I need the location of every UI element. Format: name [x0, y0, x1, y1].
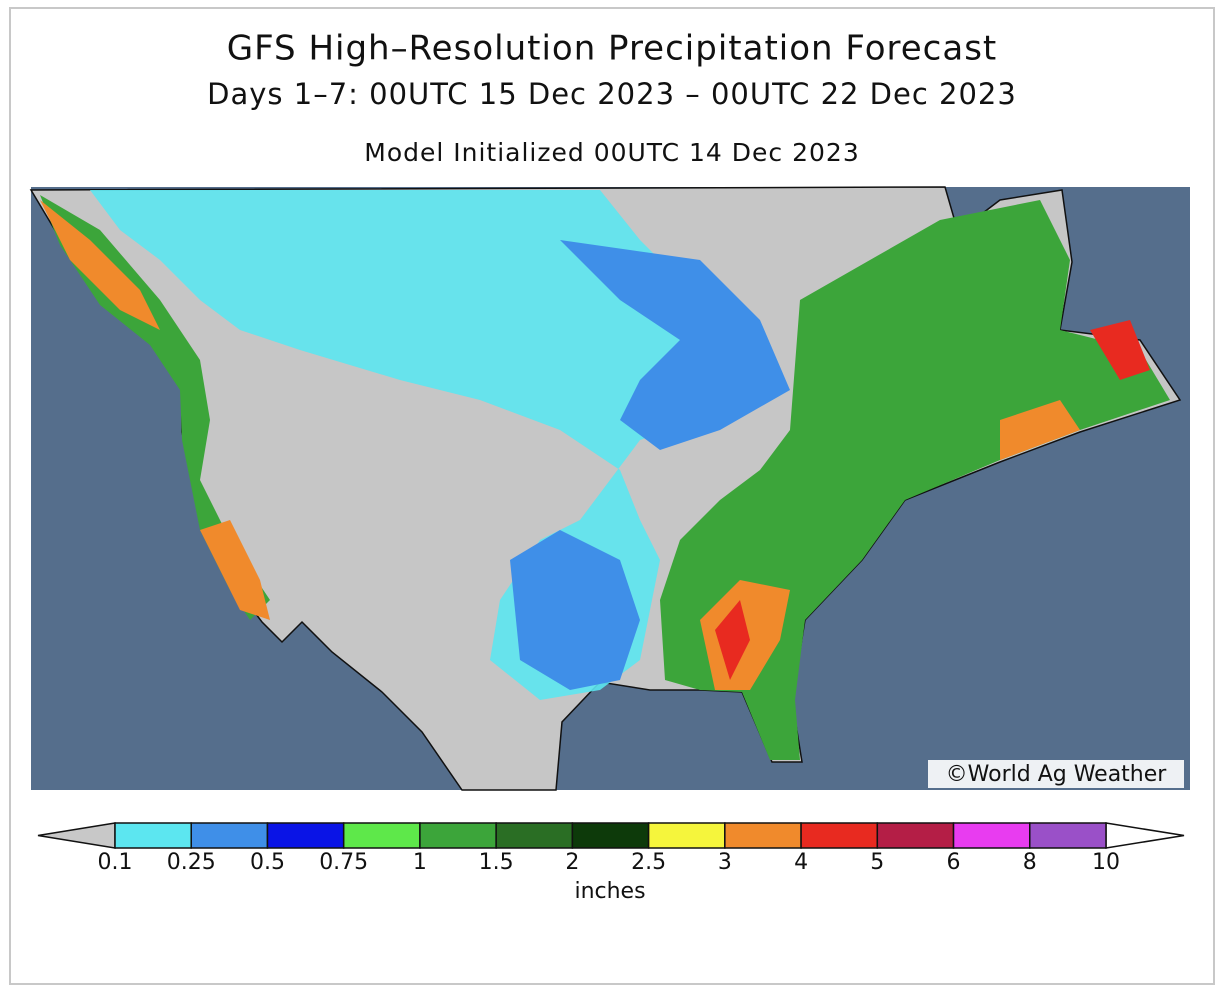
color-box — [114, 822, 192, 849]
level-label: 2 — [565, 850, 579, 875]
color-box — [952, 822, 1031, 849]
level-label: 5 — [870, 850, 884, 875]
color-box — [266, 822, 345, 849]
level-label: 2.5 — [631, 850, 666, 875]
subtitle: Days 1–7: 00UTC 15 Dec 2023 – 00UTC 22 D… — [207, 77, 1017, 111]
color-box — [190, 822, 269, 849]
init-time: Model Initialized 00UTC 14 Dec 2023 — [364, 138, 859, 167]
level-label: 0.1 — [98, 850, 133, 875]
color-box — [571, 822, 650, 849]
level-label: 4 — [794, 850, 808, 875]
title: GFS High–Resolution Precipitation Foreca… — [227, 29, 998, 69]
precip-blue — [510, 240, 790, 690]
map: ©World Ag Weather — [29, 186, 1190, 791]
level-label: 6 — [947, 850, 961, 875]
level-label: 0.25 — [167, 850, 216, 875]
precip-west — [40, 195, 270, 620]
color-box — [495, 822, 574, 849]
color-box — [1029, 822, 1107, 849]
level-label: 1.5 — [479, 850, 514, 875]
level-label: 1 — [413, 850, 427, 875]
color-box — [876, 822, 955, 849]
level-label: 0.75 — [319, 850, 368, 875]
credit: ©World Ag Weather — [946, 762, 1168, 787]
precip-max — [715, 320, 1150, 680]
color-box — [342, 822, 421, 849]
color-box — [724, 822, 802, 849]
color-box — [800, 822, 879, 849]
level-label: 8 — [1023, 850, 1037, 875]
unit-label: inches — [574, 879, 645, 904]
credit-box — [928, 760, 1184, 788]
precip-east — [660, 200, 1170, 760]
level-label: 0.5 — [250, 850, 285, 875]
color-box — [647, 822, 726, 849]
level-label: 3 — [718, 850, 732, 875]
level-label: 10 — [1092, 850, 1120, 875]
color-box — [419, 822, 497, 849]
colorbar: 0.1 0.25 0.5 0.75 1 1.5 2 2.5 3 4 5 6 8 10 inches — [37, 822, 1185, 904]
